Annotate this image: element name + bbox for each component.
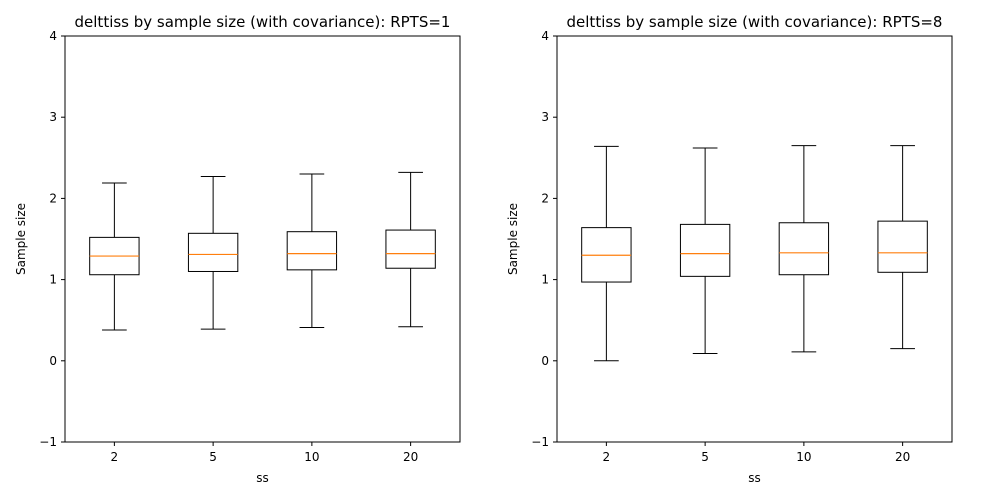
y-axis-label: Sample size: [14, 203, 28, 275]
y-axis-label: Sample size: [506, 203, 520, 275]
box-2: [89, 182, 140, 331]
x-tick-label: 5: [701, 450, 709, 464]
y-tick-label: 4: [541, 29, 549, 43]
box-iqr: [385, 229, 436, 269]
y-tick-label: −1: [531, 435, 549, 449]
y-tick-label: 1: [49, 273, 57, 287]
box-iqr: [187, 232, 239, 272]
box-iqr: [877, 220, 928, 273]
axes-frame: [556, 35, 953, 443]
chart-title: delttiss by sample size (with covariance…: [75, 13, 451, 31]
x-axis-label: ss: [256, 471, 269, 485]
y-tick-label: 2: [541, 191, 549, 205]
x-tick-label: 10: [796, 450, 811, 464]
box-2: [581, 145, 632, 362]
x-axis-label: ss: [748, 471, 761, 485]
box-iqr: [286, 231, 338, 271]
y-tick-label: 3: [49, 110, 57, 124]
chart-title: delttiss by sample size (with covariance…: [567, 13, 943, 31]
x-tick-label: 10: [304, 450, 319, 464]
y-tick-label: 0: [49, 354, 57, 368]
box-iqr: [679, 223, 731, 277]
y-tick-label: 3: [541, 110, 549, 124]
x-tick-label: 2: [603, 450, 611, 464]
box-20: [385, 171, 436, 328]
box-iqr: [778, 222, 830, 276]
x-tick-label: 20: [895, 450, 910, 464]
axes-frame: [64, 35, 461, 443]
y-tick-label: 1: [541, 273, 549, 287]
box-10: [778, 145, 830, 353]
x-tick-label: 20: [403, 450, 418, 464]
box-20: [877, 145, 928, 350]
subplot-2: delttiss by sample size (with covariance…: [506, 13, 953, 485]
y-tick-label: 0: [541, 354, 549, 368]
box-10: [286, 173, 338, 329]
y-tick-label: −1: [39, 435, 57, 449]
y-tick-label: 4: [49, 29, 57, 43]
x-tick-label: 2: [111, 450, 119, 464]
box-5: [679, 147, 731, 354]
box-5: [187, 175, 239, 330]
y-tick-label: 2: [49, 191, 57, 205]
subplot-1: delttiss by sample size (with covariance…: [14, 13, 461, 485]
x-tick-label: 5: [209, 450, 217, 464]
